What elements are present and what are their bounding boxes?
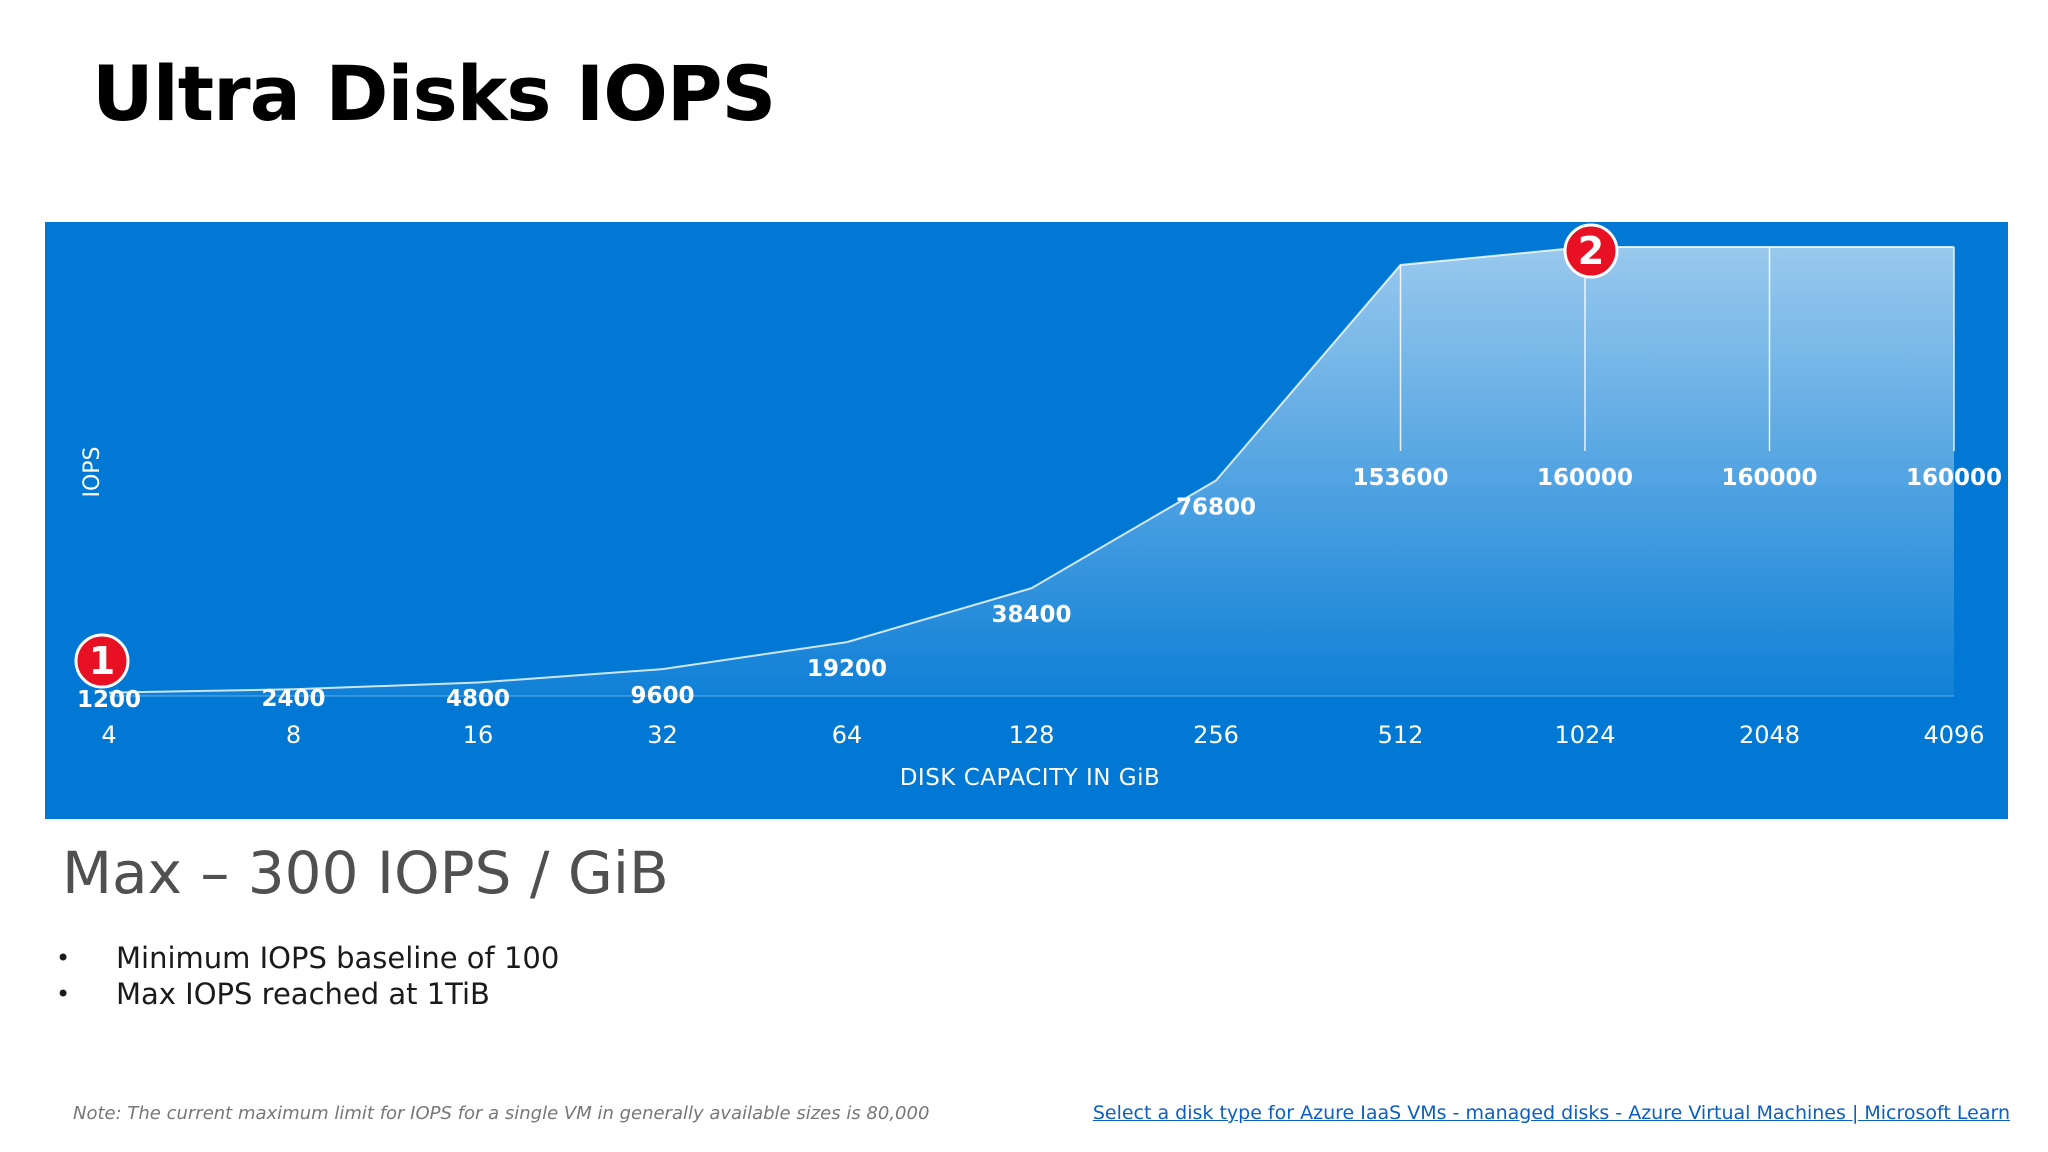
x-tick-label: 4 [101, 721, 116, 749]
bullet-text: Minimum IOPS baseline of 100 [116, 941, 560, 975]
data-label: 19200 [807, 656, 887, 682]
x-tick-label: 1024 [1554, 721, 1615, 749]
bullet-point: • [56, 944, 71, 972]
bullet-item: • Max IOPS reached at 1TiB [50, 976, 559, 1012]
data-label: 153600 [1352, 465, 1448, 491]
footnote: Note: The current maximum limit for IOPS… [73, 1103, 930, 1124]
x-tick-label: 512 [1378, 721, 1424, 749]
iops-series-line [108, 246, 1954, 694]
data-label: 38400 [991, 602, 1071, 628]
marker-circle [74, 633, 130, 689]
data-label: 9600 [630, 683, 694, 709]
x-axis-label: DISK CAPACITY IN GiB [900, 765, 1161, 791]
x-tick-label: 64 [832, 721, 863, 749]
marker-number: 1 [89, 639, 115, 683]
data-label: 1200 [77, 687, 141, 713]
x-tick-label: 16 [463, 721, 494, 749]
data-label: 76800 [1176, 495, 1256, 521]
iops-area-chart: 1200 2400 4800 9600 19200 38400 76800 153600 160… [74, 223, 2002, 791]
x-tick-label: 128 [1009, 721, 1055, 749]
bullet-list: • Minimum IOPS baseline of 100 • Max IOP… [50, 940, 559, 1012]
slide-title: Ultra Disks IOPS [92, 49, 776, 138]
data-label: 160000 [1906, 465, 2002, 491]
bullet-item: • Minimum IOPS baseline of 100 [50, 940, 559, 976]
source-link[interactable]: Select a disk type for Azure IaaS VMs - … [1092, 1102, 2010, 1124]
x-tick-label: 256 [1193, 721, 1239, 749]
y-axis-label: IOPS [80, 446, 105, 497]
bullet-text: Max IOPS reached at 1TiB [116, 977, 490, 1011]
chart-panel: 1200 2400 4800 9600 19200 38400 76800 153600 160… [45, 222, 2008, 819]
marker-number: 2 [1578, 229, 1604, 273]
data-label: 4800 [446, 686, 510, 712]
bullet-point: • [56, 980, 71, 1008]
iops-area [109, 247, 1954, 696]
data-label: 2400 [261, 686, 325, 712]
marker-circle [1563, 223, 1619, 279]
x-tick-label: 2048 [1739, 721, 1800, 749]
subheading: Max – 300 IOPS / GiB [62, 839, 669, 907]
data-label: 160000 [1537, 465, 1633, 491]
x-tick-label: 8 [286, 721, 301, 749]
x-tick-label: 4096 [1923, 721, 1984, 749]
x-tick-label: 32 [647, 721, 678, 749]
data-label: 160000 [1721, 465, 1817, 491]
